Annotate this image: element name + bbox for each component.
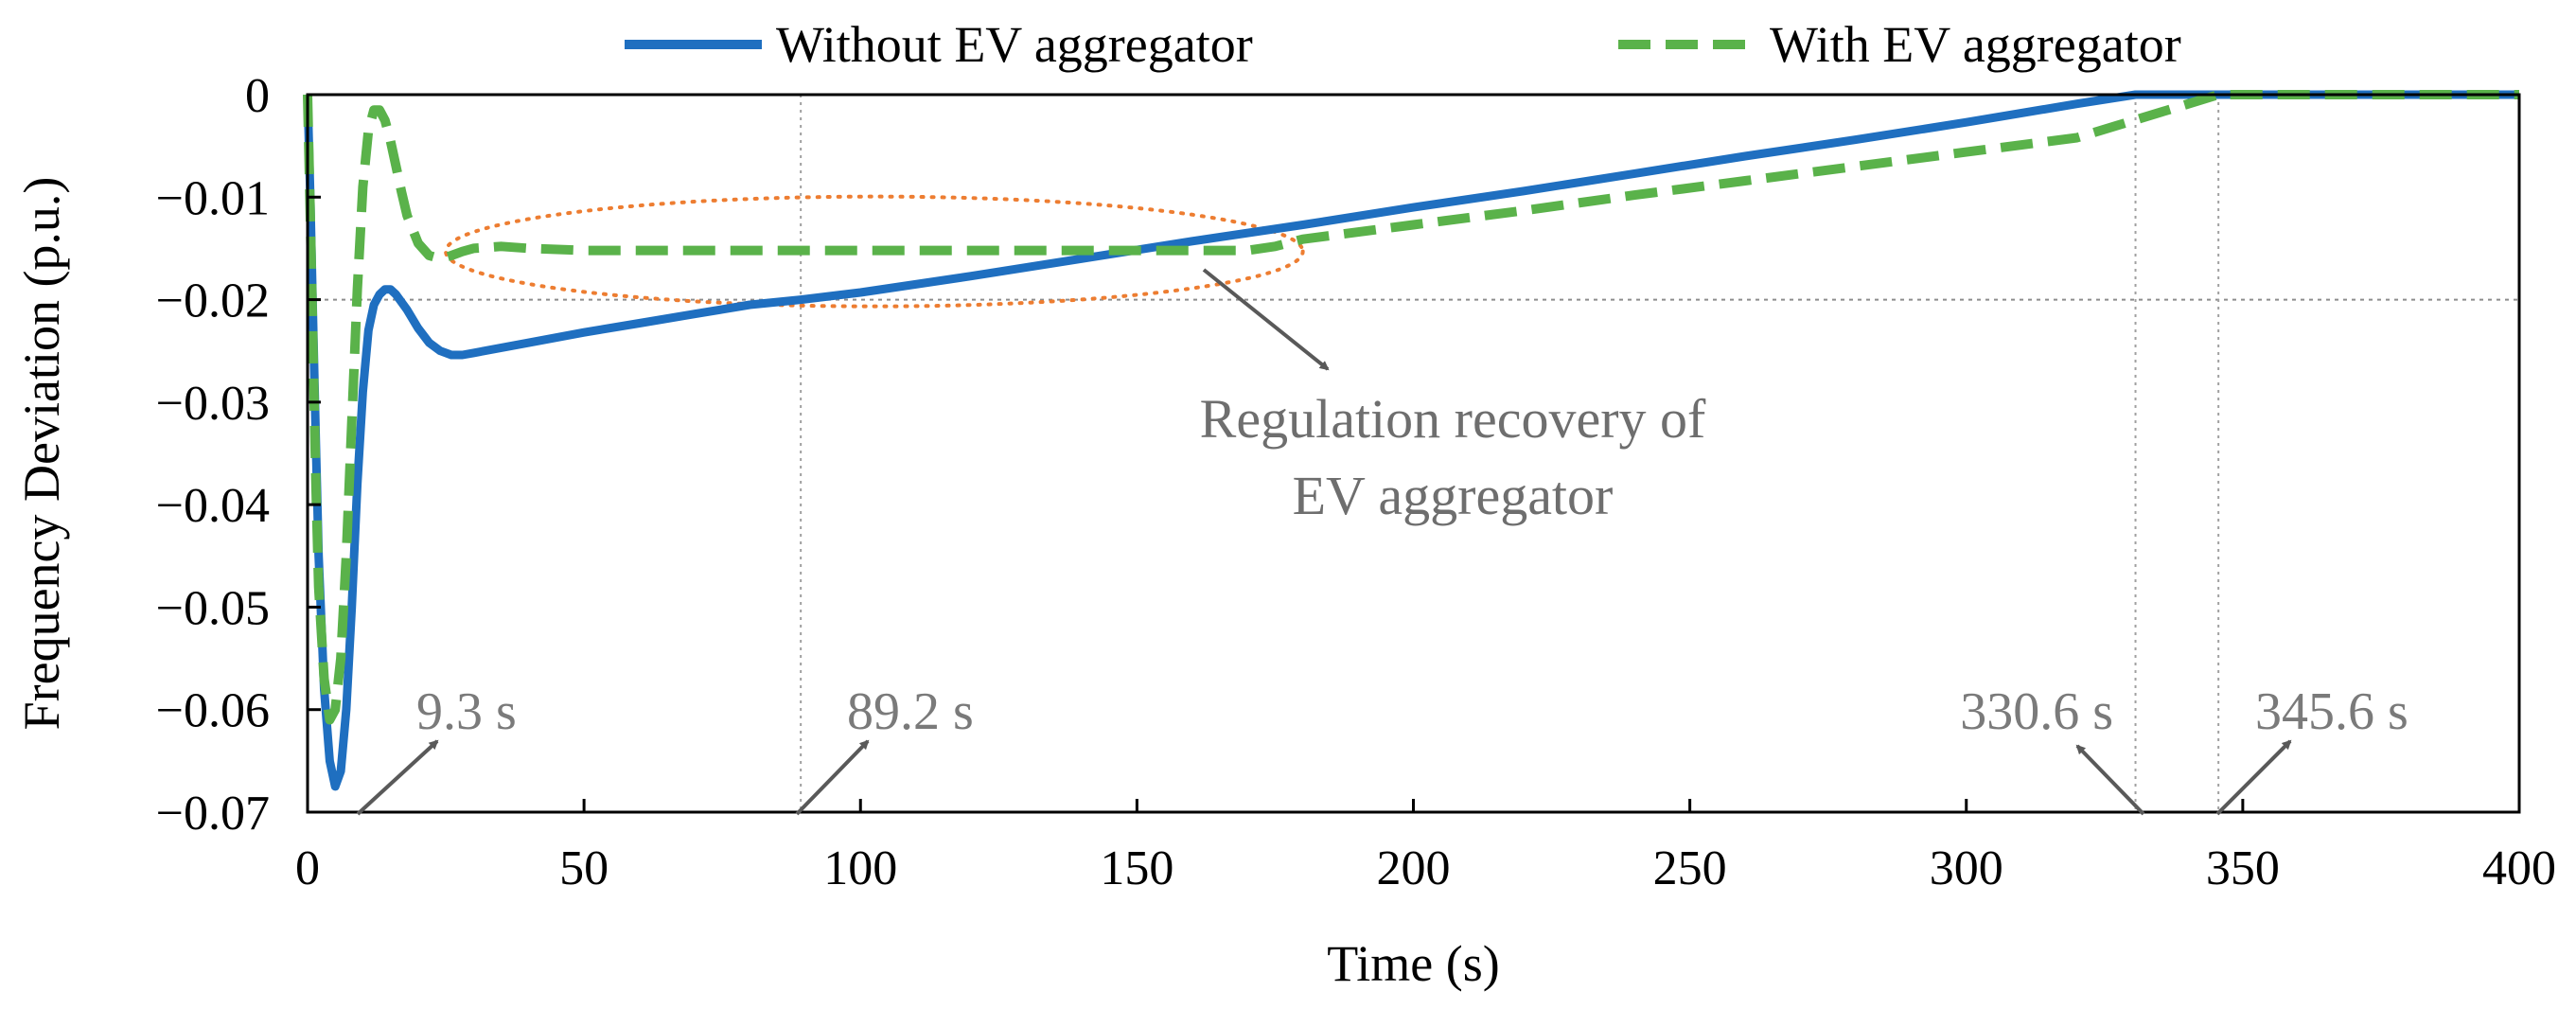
- annotation-arrow: [795, 739, 870, 816]
- highlight-ellipse: [444, 194, 1305, 309]
- y-axis: 0 −0.01 −0.02 −0.03 −0.04 −0.05 −0.06 −0.07: [156, 69, 321, 841]
- series-line-1: [303, 90, 2519, 791]
- region-label-line1: Regulation recovery of: [1200, 388, 1706, 450]
- annotation-arrow: [2075, 744, 2145, 816]
- x-axis: 0 50 100 150 200 250 300 350 400: [295, 799, 2556, 895]
- annotation-label: 345.6 s: [2255, 682, 2408, 741]
- y-axis-title: Frequency Deviation (p.u.): [13, 177, 70, 731]
- annotation-label: 9.3 s: [416, 682, 517, 741]
- reference-lines: [308, 95, 2519, 812]
- plot-frame: [306, 93, 2521, 814]
- x-tick-label: 350: [2206, 841, 2280, 895]
- x-tick-label: 300: [1930, 841, 2003, 895]
- annotation-arrow: [356, 739, 439, 816]
- y-tick-label: −0.04: [156, 479, 270, 533]
- x-tick-label: 250: [1653, 841, 1727, 895]
- region-label-line2: EV aggregator: [1293, 465, 1614, 526]
- x-tick-label: 50: [559, 841, 609, 895]
- y-tick-label: −0.07: [156, 787, 270, 841]
- y-tick-label: 0: [245, 69, 270, 123]
- series-layer: [303, 90, 2519, 791]
- x-axis-title: Time (s): [1327, 935, 1500, 992]
- highlight-region: [444, 194, 1305, 309]
- x-tick-label: 100: [823, 841, 897, 895]
- x-tick-label: 0: [295, 841, 320, 895]
- x-tick-label: 200: [1377, 841, 1451, 895]
- y-tick-label: −0.02: [156, 274, 270, 328]
- y-tick-label: −0.01: [156, 171, 270, 225]
- annotation-label: 89.2 s: [847, 682, 974, 741]
- legend: Without EV aggregator With EV aggregator: [625, 16, 2181, 73]
- annotation-label: 330.6 s: [1960, 682, 2113, 741]
- annotation-arrow: [2215, 739, 2292, 816]
- annotations: 9.3 s 89.2 s 330.6 s 345.6 s: [356, 268, 2408, 816]
- y-tick-label: −0.06: [156, 684, 270, 738]
- series-line-2: [303, 90, 2519, 725]
- y-tick-label: −0.03: [156, 377, 270, 431]
- legend-label-2: With EV aggregator: [1770, 16, 2181, 73]
- region-arrow: [1202, 268, 1330, 371]
- x-tick-label: 150: [1100, 841, 1173, 895]
- legend-label-1: Without EV aggregator: [776, 16, 1253, 73]
- y-tick-label: −0.05: [156, 581, 270, 635]
- x-tick-label: 400: [2482, 841, 2556, 895]
